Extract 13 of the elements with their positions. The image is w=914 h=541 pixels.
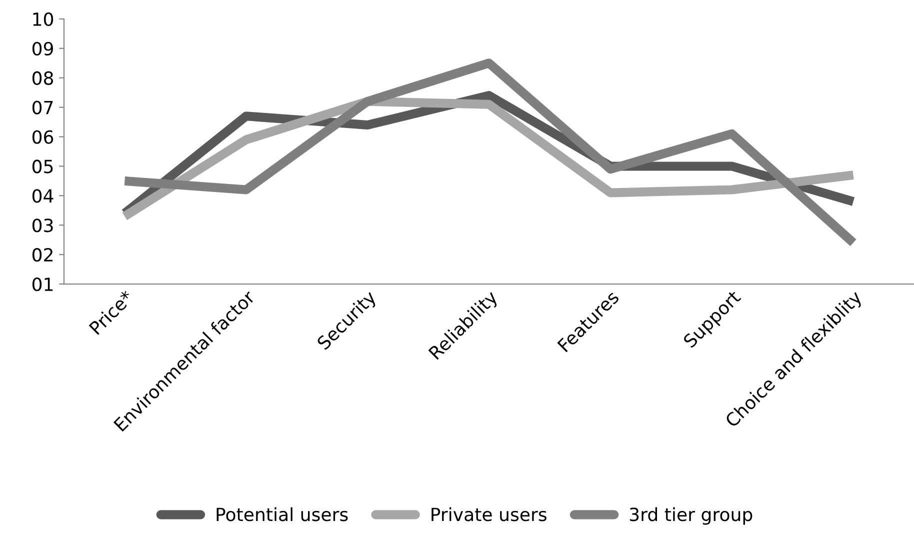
- legend-label: Potential users: [216, 507, 348, 522]
- y-tick-label: 03: [32, 218, 53, 232]
- y-tick-label: 06: [32, 130, 54, 144]
- y-tick-label: 10: [33, 12, 54, 26]
- legend-label: Private users: [432, 507, 546, 522]
- y-tick-label: 05: [32, 160, 53, 174]
- y-tick-label: 07: [32, 100, 53, 114]
- y-tick-label: 09: [32, 42, 53, 56]
- y-tick-label: 08: [32, 71, 54, 85]
- y-tick-label: 04: [32, 189, 54, 203]
- y-tick-label: 02: [32, 248, 52, 262]
- y-tick-label: 01: [32, 277, 53, 292]
- legend-label: 3rd tier group: [630, 507, 752, 525]
